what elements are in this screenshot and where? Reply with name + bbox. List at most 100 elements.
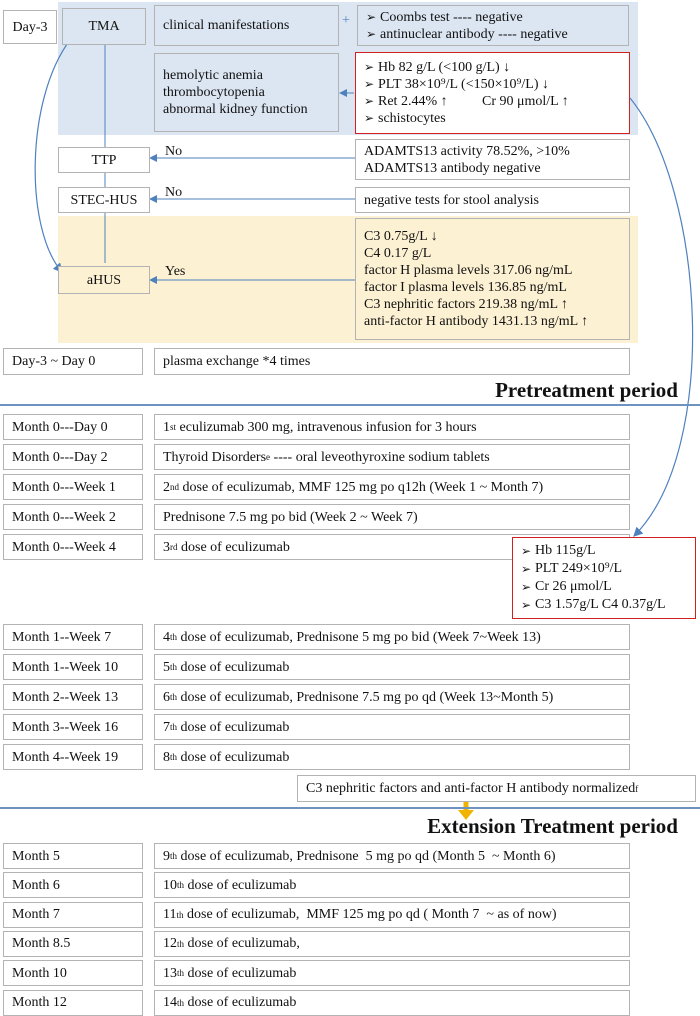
event-text-pre: 4	[163, 629, 170, 645]
plus-sign: +	[342, 13, 350, 28]
event-text-pre: 12	[163, 936, 177, 952]
symptoms-box: hemolytic anemia thrombocytopenia abnorm…	[154, 53, 339, 132]
event-text-pre: 8	[163, 749, 170, 765]
complement-c4: C4 0.17 g/L	[364, 246, 432, 261]
timeline-time: Month 5	[3, 843, 143, 869]
followup-cr: Cr 26 μmol/L	[535, 579, 612, 594]
event-text-pre: 14	[163, 995, 177, 1010]
symptom-hemolytic-anemia: hemolytic anemia	[163, 68, 263, 83]
complement-c3: C3 0.75g/L ↓	[364, 229, 438, 244]
pe-box: plasma exchange *4 times	[154, 348, 630, 375]
complement-box: C3 0.75g/L ↓ C4 0.17 g/L factor H plasma…	[355, 218, 630, 340]
event-text-pre: Prednisone 7.5 mg po bid (Week 2 ~ Week …	[163, 509, 418, 525]
day-minus3-box: Day-3	[3, 10, 57, 44]
event-text-post: dose of eculizumab	[177, 539, 290, 555]
event-text-pre: Thyroid Disorders	[163, 449, 267, 465]
normalized-box: C3 nephritic factors and anti-factor H a…	[297, 775, 696, 802]
extension-title: Extension Treatment period	[427, 814, 678, 838]
timeline-time: Month 8.5	[3, 930, 143, 957]
ahus-box: aHUS	[58, 266, 150, 294]
event-text-pre: 9	[163, 848, 170, 864]
coombs-box: ➢ Coombs test ---- negative ➢ antinuclear …	[357, 5, 629, 46]
timeline-time: Month 0---Week 2	[3, 504, 143, 530]
complement-c3-nephritic: C3 nephritic factors 219.38 ng/mL ↑	[364, 297, 568, 312]
event-text-post: dose of eculizumab, Prednisone 5 mg po b…	[177, 629, 541, 645]
followup-plt: PLT 249×10⁹/L	[535, 561, 623, 576]
ttp-box: TTP	[58, 147, 150, 173]
event-text-pre: 7	[163, 719, 170, 735]
timeline-time: Month 6	[3, 872, 143, 899]
event-text-post: ---- oral leveothyroxine sodium tablets	[270, 449, 490, 465]
tma-box: TMA	[62, 8, 146, 45]
event-text-post: dose of eculizumab	[177, 719, 290, 735]
lab-schistocytes: schistocytes	[378, 111, 446, 126]
event-text-post: dose of eculizumab	[184, 877, 297, 893]
timeline-time: Month 4--Week 19	[3, 744, 143, 770]
initial-labs-box: ➢ Hb 82 g/L (<100 g/L) ↓ ➢ PLT 38×10⁹/L (<…	[355, 52, 630, 134]
adamts13-box: ADAMTS13 activity 78.52%, >10% ADAMTS13 …	[355, 139, 630, 180]
timeline-time: Month 10	[3, 960, 143, 987]
ahus-yes-label: Yes	[165, 264, 186, 279]
clinical-manifestations-box: clinical manifestations	[154, 5, 339, 46]
event-text-post: dose of eculizumab, MMF 125 mg po qd ( M…	[183, 907, 557, 923]
adamts13-activity: ADAMTS13 activity 78.52%, >10%	[364, 143, 570, 159]
normalized-text: C3 nephritic factors and anti-factor H a…	[306, 781, 636, 796]
event-text-pre: 13	[163, 965, 177, 981]
event-text-pre: 1	[163, 419, 170, 435]
followup-hb: Hb 115g/L	[535, 543, 596, 558]
pretreatment-title: Pretreatment period	[495, 378, 678, 402]
event-text-pre: 5	[163, 659, 170, 675]
timeline-time: Month 12	[3, 989, 143, 1016]
complement-factor-h: factor H plasma levels 317.06 ng/mL	[364, 263, 573, 278]
stec-hus-box: STEC-HUS	[58, 187, 150, 213]
lab-ret: Ret 2.44% ↑	[378, 94, 448, 109]
pretreatment-divider	[0, 404, 700, 406]
timeline-time: Month 2--Week 13	[3, 684, 143, 710]
pe-time-box: Day-3 ~ Day 0	[3, 348, 143, 375]
lab-cr: Cr 90 μmol/L ↑	[482, 94, 569, 109]
symptom-abnormal-kidney: abnormal kidney function	[163, 102, 308, 117]
event-text-pre: 3	[163, 539, 170, 555]
symptom-thrombocytopenia: thrombocytopenia	[163, 85, 265, 100]
event-text-pre: 2	[163, 479, 170, 495]
lab-plt: PLT 38×10⁹/L (<150×10⁹/L) ↓	[378, 77, 549, 92]
antinuclear-antibody: antinuclear antibody ---- negative	[380, 26, 568, 42]
event-text-pre: 6	[163, 689, 170, 705]
complement-factor-i: factor I plasma levels 136.85 ng/mL	[364, 280, 567, 295]
event-text-post: dose of eculizumab	[184, 995, 297, 1010]
lab-hb: Hb 82 g/L (<100 g/L) ↓	[378, 60, 511, 75]
timeline-event: Thyroid Disorders e ---- oral leveothyro…	[154, 444, 630, 470]
timeline-time: Month 7	[3, 901, 143, 928]
event-text-post: eculizumab 300 mg, intravenous infusion …	[176, 419, 477, 435]
extension-divider	[0, 807, 700, 809]
stec-no-label: No	[165, 185, 183, 200]
event-text-post: dose of eculizumab, Prednisone 7.5 mg po…	[177, 689, 554, 705]
event-text-post: dose of eculizumab, MMF 125 mg po q12h (…	[179, 479, 544, 495]
adamts13-antibody: ADAMTS13 antibody negative	[364, 160, 541, 176]
complement-anti-factor-h: anti-factor H antibody 1431.13 ng/mL ↑	[364, 314, 589, 329]
timeline-time: Month 3--Week 16	[3, 714, 143, 740]
timeline-time: Month 1--Week 7	[3, 624, 143, 650]
ttp-no-label: No	[165, 144, 183, 159]
followup-labs-box: ➢ Hb 115g/L ➢ PLT 249×10⁹/L ➢ Cr 26 μmol/L …	[512, 537, 696, 619]
event-text-pre: 11	[163, 907, 177, 923]
event-text-post: dose of eculizumab, Prednisone 5 mg po q…	[177, 848, 556, 864]
event-text-post: dose of eculizumab	[177, 749, 290, 765]
timeline-time: Month 0---Week 1	[3, 474, 143, 500]
followup-c3c4: C3 1.57g/L C4 0.37g/L	[535, 597, 666, 612]
timeline-time: Month 1--Week 10	[3, 654, 143, 680]
timeline-time: Month 0---Week 4	[3, 534, 143, 560]
timeline-time: Month 0---Day 2	[3, 444, 143, 470]
